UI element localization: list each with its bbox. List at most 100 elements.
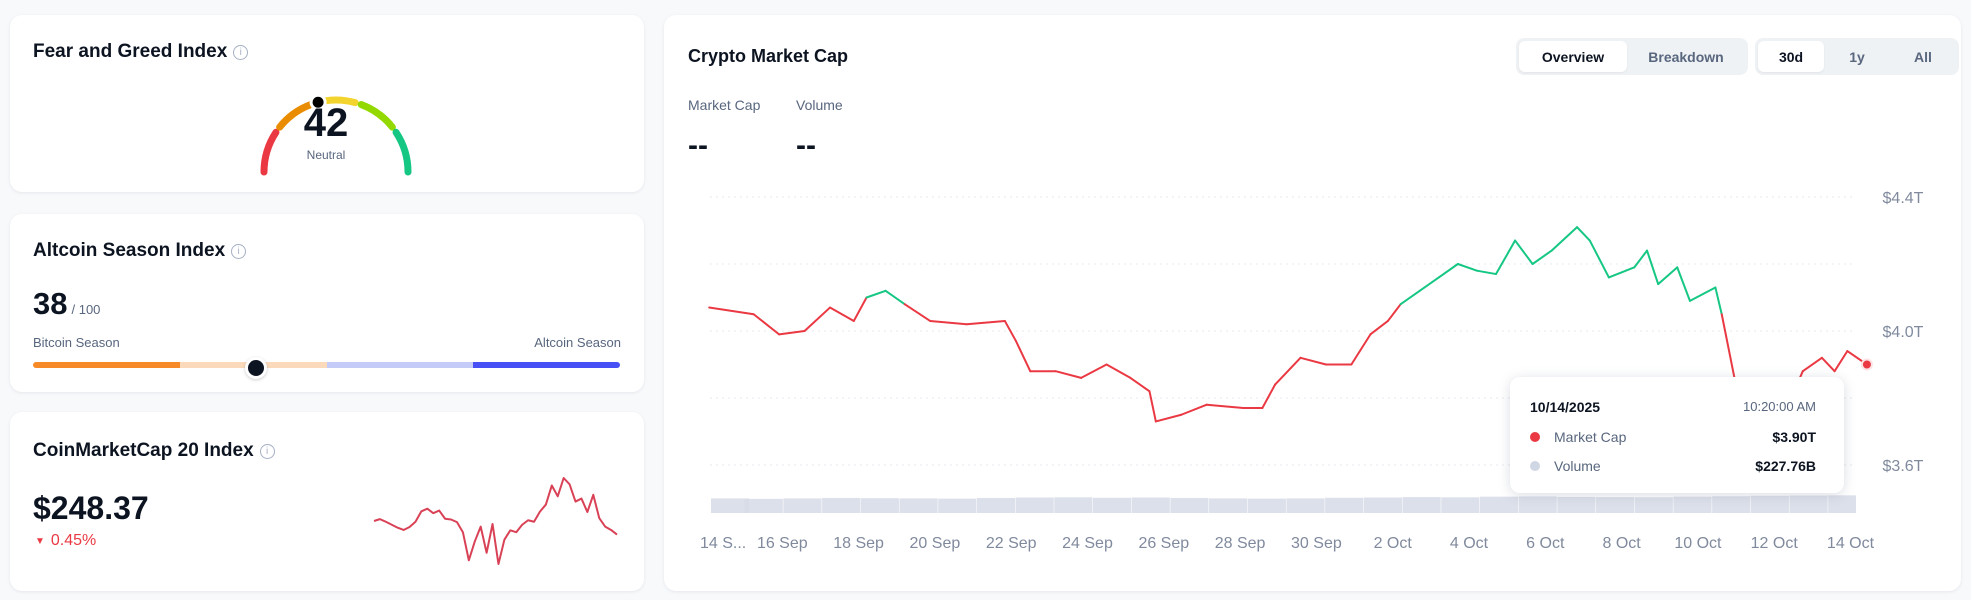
x-tick-label: 4 Oct	[1450, 535, 1489, 552]
market-cap-line-segment	[1531, 249, 1553, 265]
volume-bar	[1170, 497, 1209, 513]
market-cap-line-segment	[1274, 356, 1302, 386]
market-cap-line-segment	[1399, 289, 1421, 306]
altcoin-season-score: 38 / 100	[33, 286, 101, 321]
market-cap-line-segment	[1148, 390, 1157, 423]
x-tick-label: 6 Oct	[1526, 535, 1565, 552]
volume-bar	[1828, 495, 1856, 513]
volume-bar	[1402, 497, 1441, 513]
market-cap-line-segment	[1607, 266, 1636, 279]
market-cap-line-segment	[1080, 363, 1108, 379]
market-cap-line-segment	[884, 289, 906, 306]
x-tick-label: 24 Sep	[1062, 535, 1113, 552]
x-tick-label: 26 Sep	[1138, 535, 1189, 552]
market-cap-line-segment	[1105, 363, 1132, 379]
altcoin-bar-segment	[33, 362, 180, 368]
market-cap-line-segment	[1475, 269, 1498, 276]
altcoin-season-card: Altcoin Season Index i 38 / 100 Bitcoin …	[10, 214, 644, 392]
info-icon[interactable]: i	[231, 243, 247, 259]
altcoin-season-marker	[245, 357, 268, 379]
market-cap-line-segment	[1299, 356, 1327, 366]
cmc20-title: CoinMarketCap 20 Index i	[33, 440, 275, 462]
volume-bar	[711, 498, 750, 513]
market-cap-line-segment	[1495, 239, 1517, 276]
volume-bar	[1673, 496, 1712, 513]
x-tick-label: 10 Oct	[1674, 535, 1722, 552]
info-icon[interactable]: i	[259, 443, 275, 459]
altcoin-season-label: Altcoin Season	[534, 335, 621, 350]
market-cap-line-segment	[1003, 319, 1017, 343]
tooltip-time: 10:20:00 AM	[1743, 399, 1816, 414]
volume-bar	[1325, 497, 1364, 513]
market-cap-line-segment	[1820, 356, 1836, 373]
market-cap-line-segment	[1369, 319, 1389, 336]
fear-greed-value: 42	[303, 101, 349, 145]
gauge-segment	[260, 128, 280, 176]
market-cap-line-segment	[1437, 263, 1459, 279]
market-cap-line-segment	[1588, 239, 1610, 279]
market-cap-line-segment	[1054, 370, 1083, 379]
cmc20-change: ▼ 0.45%	[35, 532, 97, 549]
x-tick-label: 20 Sep	[910, 535, 961, 552]
volume-bar	[1363, 497, 1402, 513]
volume-bar	[1286, 498, 1325, 513]
market-cap-line-segment	[1014, 340, 1032, 373]
y-tick-label: $3.6T	[1883, 458, 1924, 475]
range-toggle: 30d 1y All	[1755, 38, 1959, 75]
market-cap-line-segment	[1714, 286, 1723, 316]
market-cap-line-segment	[903, 303, 932, 322]
volume-bar	[1441, 497, 1480, 513]
fear-greed-card: Fear and Greed Index i 42 Neutral	[10, 15, 644, 192]
volume-bar	[1209, 498, 1248, 513]
chart-title: Crypto Market Cap	[688, 46, 849, 66]
market-cap-line-segment	[1205, 403, 1245, 410]
range-30d[interactable]: 30d	[1758, 41, 1824, 72]
market-cap-line-segment	[1801, 356, 1823, 373]
market-cap-line-segment	[1386, 303, 1402, 322]
market-cap-line-segment	[778, 330, 806, 336]
market-cap-line-segment	[1129, 376, 1151, 393]
volume-bar	[1479, 496, 1519, 513]
market-cap-line-segment	[1514, 239, 1534, 265]
volume-bar	[938, 498, 977, 513]
gauge-segment	[392, 128, 412, 176]
x-tick-label: 14 S...	[700, 535, 746, 552]
stat-volume-label: Volume	[796, 97, 843, 113]
volume-bar	[1092, 497, 1132, 513]
volume-bar	[899, 498, 938, 513]
x-tick-label: 12 Oct	[1751, 535, 1799, 552]
market-cap-line-segment	[1657, 266, 1679, 286]
market-cap-line-segment	[708, 306, 755, 316]
y-tick-label: $4.0T	[1883, 324, 1924, 341]
market-cap-line-segment	[752, 313, 781, 336]
volume-bar	[1750, 495, 1789, 513]
volume-bar	[1789, 495, 1828, 513]
stat-market-cap-label: Market Cap	[688, 97, 761, 113]
market-cap-line-segment	[1418, 276, 1440, 292]
market-cap-line-segment	[929, 319, 968, 326]
market-cap-line-segment	[1180, 403, 1208, 416]
caret-down-icon: ▼	[35, 535, 45, 547]
x-tick-label: 2 Oct	[1374, 535, 1413, 552]
view-toggle: Overview Breakdown	[1516, 38, 1748, 75]
range-all[interactable]: All	[1914, 48, 1932, 65]
volume-bar	[1557, 496, 1596, 513]
volume-bar	[860, 498, 899, 513]
volume-bar	[976, 497, 1016, 513]
volume-bar	[1634, 497, 1673, 513]
x-tick-label: 8 Oct	[1602, 535, 1641, 552]
market-cap-dot-icon	[1530, 432, 1540, 442]
volume-bar	[1131, 497, 1170, 513]
info-icon[interactable]: i	[233, 44, 249, 60]
market-cap-line-segment	[828, 306, 855, 322]
x-tick-label: 28 Sep	[1215, 535, 1266, 552]
tooltip-row-volume: Volume $227.76B	[1530, 458, 1816, 474]
market-cap-line-segment	[1833, 350, 1849, 373]
range-1y[interactable]: 1y	[1849, 48, 1865, 65]
volume-bar	[783, 498, 822, 513]
market-cap-line-segment	[803, 306, 831, 332]
volume-bar	[744, 498, 783, 513]
tab-overview[interactable]: Overview	[1519, 41, 1627, 72]
tab-breakdown[interactable]: Breakdown	[1648, 48, 1724, 65]
